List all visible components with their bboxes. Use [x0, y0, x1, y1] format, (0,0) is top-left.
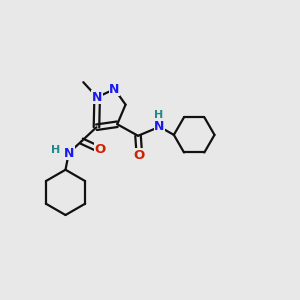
Text: H: H [154, 110, 163, 120]
Text: N: N [92, 91, 102, 104]
Text: O: O [134, 149, 145, 162]
Text: N: N [109, 82, 120, 96]
Text: N: N [64, 147, 74, 160]
Text: H: H [51, 145, 61, 155]
Text: N: N [154, 120, 165, 133]
Text: O: O [94, 143, 106, 156]
